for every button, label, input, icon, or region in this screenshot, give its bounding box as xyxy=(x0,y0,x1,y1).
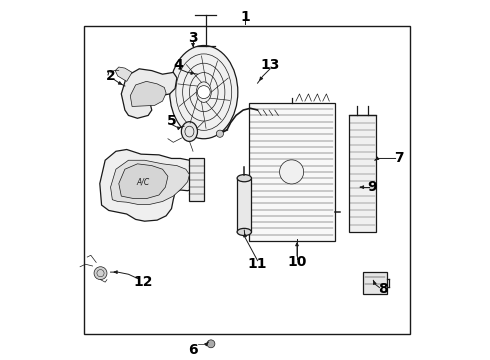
Bar xyxy=(349,116,376,232)
Text: 7: 7 xyxy=(394,152,404,166)
Bar xyxy=(363,272,387,294)
Circle shape xyxy=(216,130,223,137)
Bar xyxy=(190,158,204,202)
Text: 4: 4 xyxy=(174,58,184,72)
Polygon shape xyxy=(119,164,168,199)
Text: 10: 10 xyxy=(287,256,307,269)
Text: 8: 8 xyxy=(378,282,388,296)
Ellipse shape xyxy=(181,122,197,141)
Ellipse shape xyxy=(170,45,238,139)
Polygon shape xyxy=(130,81,166,107)
Text: 6: 6 xyxy=(188,343,198,357)
Text: 5: 5 xyxy=(167,114,176,128)
Circle shape xyxy=(94,267,107,280)
Text: 11: 11 xyxy=(248,257,268,271)
Text: 12: 12 xyxy=(133,275,152,289)
Circle shape xyxy=(280,160,304,184)
Polygon shape xyxy=(111,160,190,204)
Bar xyxy=(248,103,335,241)
Polygon shape xyxy=(115,67,132,81)
Circle shape xyxy=(197,86,210,99)
Text: 1: 1 xyxy=(240,10,250,24)
Text: 9: 9 xyxy=(368,180,377,194)
Polygon shape xyxy=(122,69,177,118)
Ellipse shape xyxy=(237,228,251,235)
Circle shape xyxy=(207,340,215,348)
Ellipse shape xyxy=(237,175,251,182)
Bar xyxy=(237,178,251,232)
Text: 13: 13 xyxy=(260,58,280,72)
Polygon shape xyxy=(100,149,201,221)
Text: 2: 2 xyxy=(106,69,116,83)
Text: 3: 3 xyxy=(188,31,198,45)
Text: A/C: A/C xyxy=(136,178,149,187)
Bar xyxy=(84,26,410,334)
